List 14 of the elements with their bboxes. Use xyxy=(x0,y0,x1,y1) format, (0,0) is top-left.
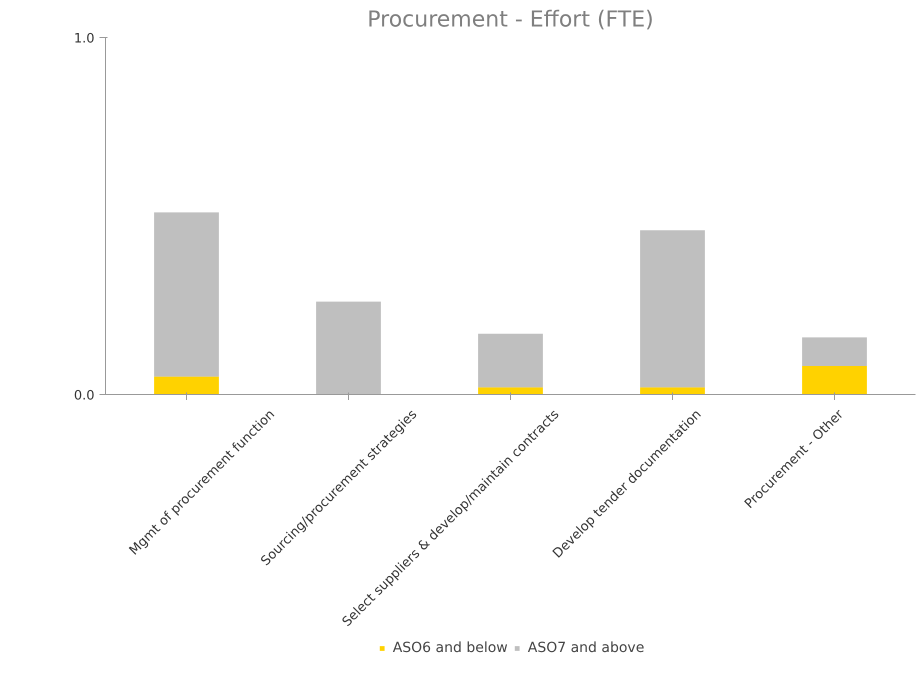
bar xyxy=(478,387,543,394)
bar xyxy=(640,230,705,388)
chart-title: Procurement - Effort (FTE) xyxy=(367,8,654,32)
bar xyxy=(154,376,219,394)
bar xyxy=(802,366,867,394)
y-tick-label: 1.0 xyxy=(74,32,95,46)
bar xyxy=(640,387,705,394)
legend-label: ASO6 and below xyxy=(392,640,508,656)
legend-label: ASO7 and above xyxy=(528,640,644,656)
y-tick-label: 0.0 xyxy=(74,388,95,404)
bar xyxy=(316,302,381,394)
bar xyxy=(478,334,543,388)
bar xyxy=(802,337,867,366)
bar xyxy=(154,212,219,377)
